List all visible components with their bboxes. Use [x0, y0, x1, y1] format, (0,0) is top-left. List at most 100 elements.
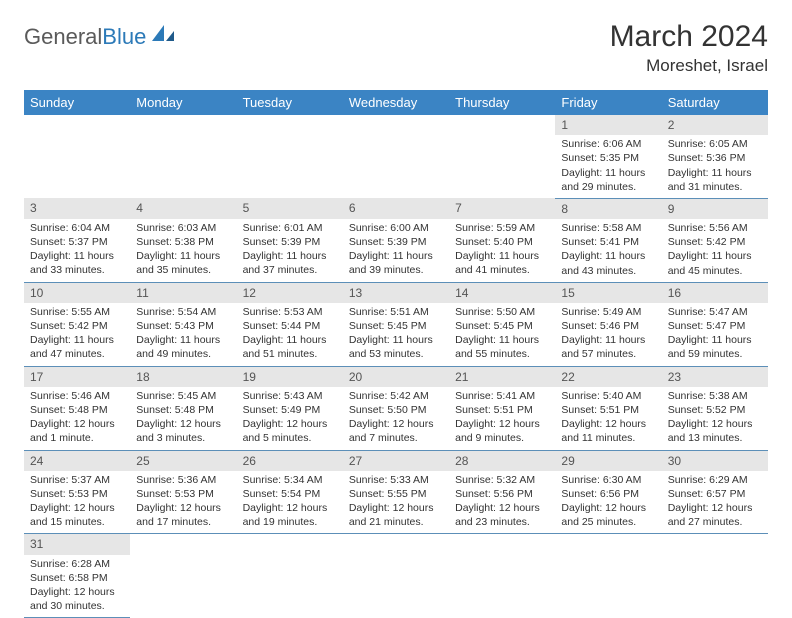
day-body: Sunrise: 5:51 AMSunset: 5:45 PMDaylight:…: [343, 303, 449, 366]
sunrise-text: Sunrise: 6:03 AM: [136, 221, 230, 235]
sunset-text: Sunset: 5:48 PM: [30, 403, 124, 417]
sunset-text: Sunset: 6:57 PM: [668, 487, 762, 501]
sunrise-text: Sunrise: 5:56 AM: [668, 221, 762, 235]
sunrise-text: Sunrise: 5:55 AM: [30, 305, 124, 319]
weekday-header: Thursday: [449, 90, 555, 115]
calendar-day-cell: 4Sunrise: 6:03 AMSunset: 5:38 PMDaylight…: [130, 198, 236, 282]
calendar-day-cell: 1Sunrise: 6:06 AMSunset: 5:35 PMDaylight…: [555, 115, 661, 198]
sunrise-text: Sunrise: 6:04 AM: [30, 221, 124, 235]
sunset-text: Sunset: 5:39 PM: [349, 235, 443, 249]
daylight-text: Daylight: 11 hours and 45 minutes.: [668, 249, 762, 277]
weekday-header: Tuesday: [237, 90, 343, 115]
calendar-week-row: 24Sunrise: 5:37 AMSunset: 5:53 PMDayligh…: [24, 450, 768, 534]
calendar-day-cell: [555, 534, 661, 618]
calendar-day-cell: 26Sunrise: 5:34 AMSunset: 5:54 PMDayligh…: [237, 450, 343, 534]
sunrise-text: Sunrise: 5:46 AM: [30, 389, 124, 403]
daylight-text: Daylight: 11 hours and 31 minutes.: [668, 166, 762, 194]
sunset-text: Sunset: 5:54 PM: [243, 487, 337, 501]
calendar-day-cell: 2Sunrise: 6:05 AMSunset: 5:36 PMDaylight…: [662, 115, 768, 198]
day-number: 15: [555, 283, 661, 303]
sunset-text: Sunset: 5:43 PM: [136, 319, 230, 333]
sunrise-text: Sunrise: 5:40 AM: [561, 389, 655, 403]
day-number: 22: [555, 367, 661, 387]
sunset-text: Sunset: 5:36 PM: [668, 151, 762, 165]
daylight-text: Daylight: 11 hours and 47 minutes.: [30, 333, 124, 361]
sunrise-text: Sunrise: 5:47 AM: [668, 305, 762, 319]
daylight-text: Daylight: 12 hours and 15 minutes.: [30, 501, 124, 529]
sunset-text: Sunset: 5:51 PM: [455, 403, 549, 417]
day-body: Sunrise: 6:05 AMSunset: 5:36 PMDaylight:…: [662, 135, 768, 198]
day-body: Sunrise: 5:49 AMSunset: 5:46 PMDaylight:…: [555, 303, 661, 366]
day-number: 1: [555, 115, 661, 135]
day-body: Sunrise: 5:46 AMSunset: 5:48 PMDaylight:…: [24, 387, 130, 450]
sunset-text: Sunset: 5:48 PM: [136, 403, 230, 417]
daylight-text: Daylight: 12 hours and 3 minutes.: [136, 417, 230, 445]
sunrise-text: Sunrise: 5:37 AM: [30, 473, 124, 487]
sail-icon: [150, 23, 176, 49]
weekday-header: Wednesday: [343, 90, 449, 115]
calendar-day-cell: 15Sunrise: 5:49 AMSunset: 5:46 PMDayligh…: [555, 282, 661, 366]
sunset-text: Sunset: 5:50 PM: [349, 403, 443, 417]
logo-text-blue: Blue: [102, 24, 146, 50]
daylight-text: Daylight: 12 hours and 27 minutes.: [668, 501, 762, 529]
calendar-day-cell: 13Sunrise: 5:51 AMSunset: 5:45 PMDayligh…: [343, 282, 449, 366]
day-number: 4: [130, 198, 236, 218]
daylight-text: Daylight: 12 hours and 5 minutes.: [243, 417, 337, 445]
calendar-day-cell: 18Sunrise: 5:45 AMSunset: 5:48 PMDayligh…: [130, 366, 236, 450]
sunset-text: Sunset: 5:53 PM: [136, 487, 230, 501]
daylight-text: Daylight: 11 hours and 49 minutes.: [136, 333, 230, 361]
sunrise-text: Sunrise: 6:30 AM: [561, 473, 655, 487]
daylight-text: Daylight: 12 hours and 9 minutes.: [455, 417, 549, 445]
day-number: 21: [449, 367, 555, 387]
sunrise-text: Sunrise: 5:51 AM: [349, 305, 443, 319]
weekday-header: Sunday: [24, 90, 130, 115]
calendar-day-cell: 21Sunrise: 5:41 AMSunset: 5:51 PMDayligh…: [449, 366, 555, 450]
sunrise-text: Sunrise: 5:53 AM: [243, 305, 337, 319]
header: GeneralBlue March 2024 Moreshet, Israel: [24, 20, 768, 76]
day-number: 13: [343, 283, 449, 303]
sunrise-text: Sunrise: 6:28 AM: [30, 557, 124, 571]
day-number: 17: [24, 367, 130, 387]
calendar-day-cell: 29Sunrise: 6:30 AMSunset: 6:56 PMDayligh…: [555, 450, 661, 534]
day-number: 26: [237, 451, 343, 471]
daylight-text: Daylight: 12 hours and 25 minutes.: [561, 501, 655, 529]
calendar-week-row: 3Sunrise: 6:04 AMSunset: 5:37 PMDaylight…: [24, 198, 768, 282]
sunset-text: Sunset: 5:49 PM: [243, 403, 337, 417]
calendar-day-cell: 8Sunrise: 5:58 AMSunset: 5:41 PMDaylight…: [555, 198, 661, 282]
day-body: Sunrise: 5:54 AMSunset: 5:43 PMDaylight:…: [130, 303, 236, 366]
daylight-text: Daylight: 12 hours and 17 minutes.: [136, 501, 230, 529]
calendar-day-cell: 16Sunrise: 5:47 AMSunset: 5:47 PMDayligh…: [662, 282, 768, 366]
day-body: Sunrise: 6:30 AMSunset: 6:56 PMDaylight:…: [555, 471, 661, 534]
sunrise-text: Sunrise: 5:59 AM: [455, 221, 549, 235]
calendar-day-cell: [662, 534, 768, 618]
sunrise-text: Sunrise: 6:00 AM: [349, 221, 443, 235]
calendar-week-row: 1Sunrise: 6:06 AMSunset: 5:35 PMDaylight…: [24, 115, 768, 198]
day-body: Sunrise: 5:55 AMSunset: 5:42 PMDaylight:…: [24, 303, 130, 366]
calendar-day-cell: 3Sunrise: 6:04 AMSunset: 5:37 PMDaylight…: [24, 198, 130, 282]
daylight-text: Daylight: 11 hours and 43 minutes.: [561, 249, 655, 277]
title-month: March 2024: [610, 20, 768, 54]
day-body: Sunrise: 5:38 AMSunset: 5:52 PMDaylight:…: [662, 387, 768, 450]
sunset-text: Sunset: 5:37 PM: [30, 235, 124, 249]
calendar-day-cell: 19Sunrise: 5:43 AMSunset: 5:49 PMDayligh…: [237, 366, 343, 450]
daylight-text: Daylight: 12 hours and 23 minutes.: [455, 501, 549, 529]
daylight-text: Daylight: 11 hours and 33 minutes.: [30, 249, 124, 277]
day-body: Sunrise: 5:43 AMSunset: 5:49 PMDaylight:…: [237, 387, 343, 450]
day-number: 23: [662, 367, 768, 387]
sunset-text: Sunset: 5:44 PM: [243, 319, 337, 333]
day-number: 7: [449, 198, 555, 218]
sunrise-text: Sunrise: 5:38 AM: [668, 389, 762, 403]
sunset-text: Sunset: 5:45 PM: [349, 319, 443, 333]
daylight-text: Daylight: 11 hours and 41 minutes.: [455, 249, 549, 277]
day-body: Sunrise: 5:37 AMSunset: 5:53 PMDaylight:…: [24, 471, 130, 534]
sunset-text: Sunset: 5:47 PM: [668, 319, 762, 333]
daylight-text: Daylight: 11 hours and 51 minutes.: [243, 333, 337, 361]
calendar-day-cell: 30Sunrise: 6:29 AMSunset: 6:57 PMDayligh…: [662, 450, 768, 534]
sunrise-text: Sunrise: 5:49 AM: [561, 305, 655, 319]
calendar-day-cell: [130, 115, 236, 198]
logo-text-general: General: [24, 24, 102, 50]
sunset-text: Sunset: 5:53 PM: [30, 487, 124, 501]
day-body: Sunrise: 6:29 AMSunset: 6:57 PMDaylight:…: [662, 471, 768, 534]
calendar-day-cell: [237, 115, 343, 198]
calendar-week-row: 17Sunrise: 5:46 AMSunset: 5:48 PMDayligh…: [24, 366, 768, 450]
